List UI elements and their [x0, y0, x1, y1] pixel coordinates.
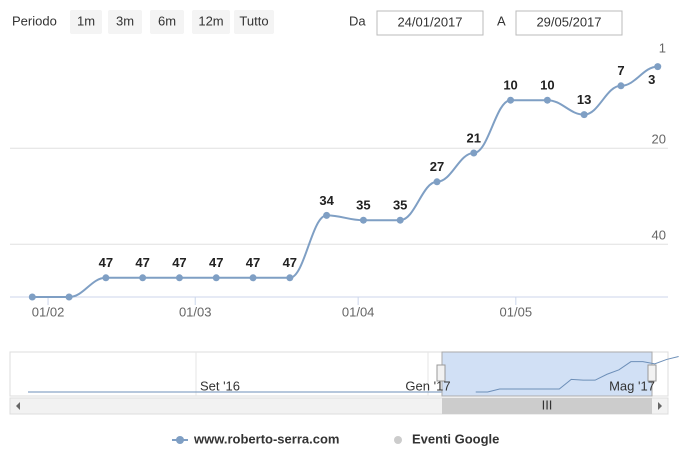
data-point — [212, 274, 220, 282]
data-point — [507, 96, 515, 104]
period-button-label: 3m — [116, 13, 134, 28]
data-label: 13 — [577, 92, 591, 107]
scrollbar-grip: III — [542, 397, 553, 412]
scrollbar-thumb[interactable] — [442, 398, 652, 414]
y-tick-label: 1 — [659, 40, 666, 55]
y-tick-label: 20 — [652, 132, 666, 147]
period-button[interactable] — [70, 10, 102, 34]
navigator-label: Gen '17 — [405, 378, 450, 393]
legend-symbol — [394, 436, 402, 444]
data-label: 47 — [283, 255, 297, 270]
from-date: 24/01/2017 — [397, 14, 462, 29]
x-tick-label: 01/04 — [342, 304, 375, 319]
to-date: 29/05/2017 — [536, 14, 601, 29]
x-tick-label: 01/03 — [179, 304, 212, 319]
data-label: 21 — [467, 130, 481, 145]
data-label: 47 — [135, 255, 149, 270]
series-line — [32, 65, 658, 298]
data-point — [175, 274, 183, 282]
data-point — [396, 216, 404, 224]
data-point — [249, 274, 257, 282]
period-button[interactable] — [108, 10, 142, 34]
y-tick-label: 40 — [652, 228, 666, 243]
period-button[interactable] — [234, 10, 274, 34]
period-button[interactable] — [192, 10, 230, 34]
data-point — [543, 96, 551, 104]
data-point — [28, 293, 36, 301]
from-input[interactable] — [376, 10, 484, 36]
period-button-label: 1m — [77, 13, 95, 28]
data-point — [433, 178, 441, 186]
legend-item[interactable]: Eventi Google — [412, 431, 499, 446]
data-point — [617, 82, 625, 90]
data-label: 47 — [209, 255, 223, 270]
scroll-right[interactable] — [658, 402, 662, 410]
to-input[interactable] — [515, 10, 623, 36]
data-point — [102, 274, 110, 282]
data-label: 47 — [99, 255, 113, 270]
data-label: 35 — [393, 198, 407, 213]
data-point — [654, 63, 662, 71]
data-point — [286, 274, 294, 282]
data-label: 34 — [319, 193, 334, 208]
data-point — [359, 216, 367, 224]
data-label: 7 — [617, 63, 624, 78]
x-tick-label: 01/05 — [500, 304, 533, 319]
data-label: 10 — [503, 78, 517, 93]
navigator-line — [475, 355, 679, 393]
period-button-label: Tutto — [239, 13, 268, 28]
scroll-left[interactable] — [16, 402, 20, 410]
data-point — [323, 211, 331, 219]
data-point — [470, 149, 478, 157]
period-button[interactable] — [150, 10, 184, 34]
navigator-handle[interactable] — [647, 364, 657, 382]
period-label: Periodo — [12, 13, 57, 28]
data-point — [139, 274, 147, 282]
from-label: Da — [349, 13, 366, 28]
data-point — [65, 293, 73, 301]
data-label: 27 — [430, 159, 444, 174]
data-label: 35 — [356, 198, 370, 213]
to-label: A — [497, 13, 506, 28]
data-label: 47 — [246, 255, 260, 270]
navigator-handle[interactable] — [436, 364, 446, 382]
period-button-label: 6m — [158, 13, 176, 28]
navigator-label: Set '16 — [200, 378, 240, 393]
x-tick-label: 01/02 — [32, 304, 65, 319]
data-label: 3 — [648, 72, 655, 87]
data-label: 47 — [172, 255, 186, 270]
legend-item[interactable]: www.roberto-serra.com — [193, 431, 339, 446]
data-label: 10 — [540, 78, 554, 93]
period-button-label: 12m — [198, 13, 223, 28]
legend-symbol — [176, 436, 184, 444]
navigator-label: Mag '17 — [609, 378, 655, 393]
data-point — [580, 111, 588, 119]
